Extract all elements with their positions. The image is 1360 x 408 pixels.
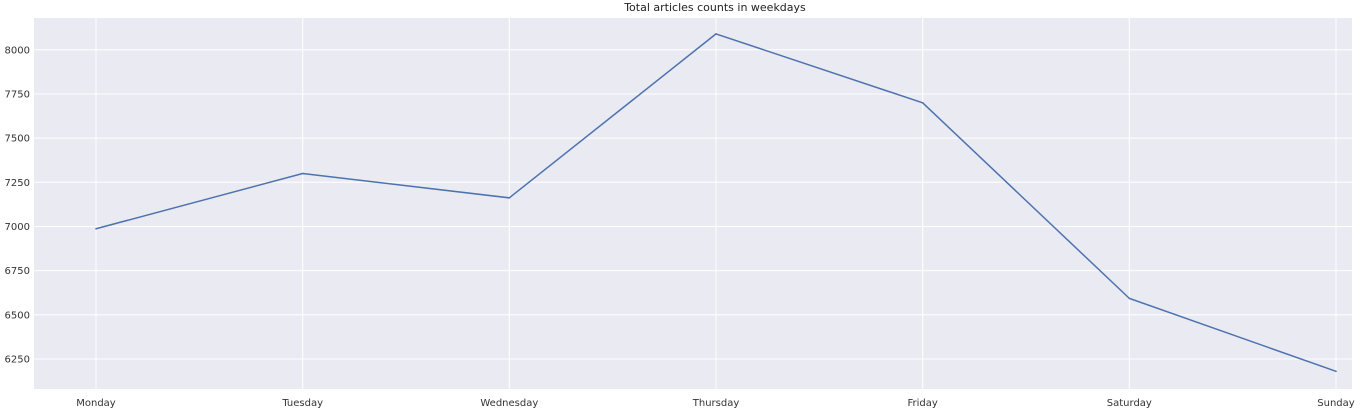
x-tick-label: Sunday [1317, 398, 1354, 408]
y-axis: 6250 6500 6750 7000 7250 7500 7750 8000 [5, 45, 30, 365]
data-point [1128, 297, 1131, 300]
plot-area [34, 18, 1352, 389]
chart-title: Total articles counts in weekdays [623, 1, 806, 14]
x-tick-label: Wednesday [480, 398, 538, 408]
data-point [508, 197, 511, 199]
data-point [1335, 370, 1337, 373]
grid-lines [34, 18, 1352, 389]
y-tick-label: 7250 [5, 178, 30, 189]
data-point [301, 172, 304, 175]
x-axis: Monday Tuesday Wednesday Thursday Friday Satu… [76, 398, 1355, 408]
y-tick-label: 8000 [5, 45, 30, 56]
y-tick-label: 6750 [5, 266, 30, 277]
y-tick-label: 7750 [5, 89, 30, 100]
x-tick-label: Friday [908, 398, 938, 408]
x-tick-label: Thursday [692, 398, 740, 408]
y-tick-label: 6250 [5, 354, 30, 365]
y-tick-label: 7000 [5, 222, 30, 233]
y-tick-label: 6500 [5, 310, 30, 321]
x-tick-label: Tuesday [281, 398, 323, 408]
data-point [95, 227, 97, 230]
data-point [921, 102, 924, 104]
x-tick-label: Saturday [1107, 398, 1152, 408]
data-point [715, 33, 717, 35]
y-tick-label: 7500 [5, 134, 30, 145]
x-tick-label: Monday [76, 398, 116, 408]
series-layer [95, 33, 1337, 373]
